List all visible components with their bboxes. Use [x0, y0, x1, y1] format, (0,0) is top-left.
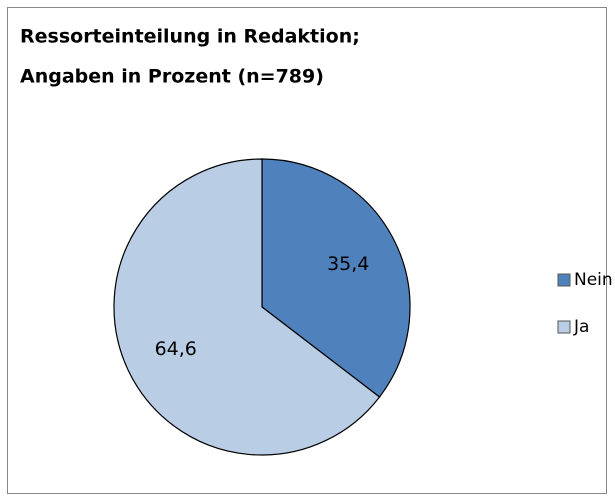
- chart-title: Ressorteinteilung in Redaktion;: [20, 26, 360, 48]
- chart-title: Angaben in Prozent (n=789): [20, 66, 324, 88]
- pie-slice: [261, 158, 411, 398]
- pie-slice: [113, 158, 381, 456]
- legend-label: Nein: [574, 270, 613, 290]
- legend-swatch: [557, 273, 571, 287]
- legend-swatch: [557, 320, 571, 334]
- data-label: 35,4: [327, 253, 369, 275]
- legend-label: Ja: [573, 317, 589, 337]
- data-label: 64,6: [155, 338, 197, 360]
